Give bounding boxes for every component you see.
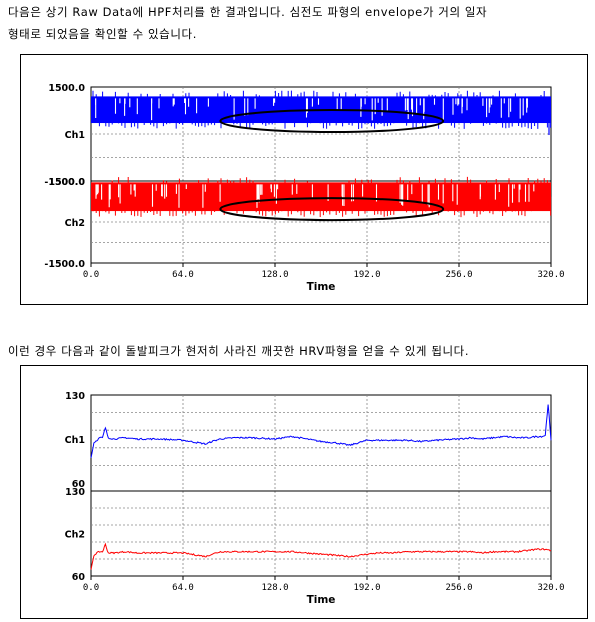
y-min-label: 60 [72, 479, 86, 490]
paragraph-1-line-1: 다음은 상기 Raw Data에 HPF처리를 한 결과입니다. 심전도 파형의… [8, 5, 488, 19]
x-tick-label: 192.0 [353, 583, 380, 593]
hpf-result-chart: 0.0 64.0 128.0 192.0 256.0 320.0Time1500.0-15… [44, 83, 564, 293]
x-tick-label: 256.0 [445, 583, 472, 593]
hrv-trace [90, 404, 552, 458]
signal-gaps [95, 98, 528, 121]
signal-spikes [92, 90, 552, 129]
channel-label: Ch1 [65, 130, 85, 141]
x-tick-label: 320.0 [537, 583, 564, 593]
plot-border [90, 86, 552, 264]
hrv-trace [90, 542, 552, 570]
x-tick-label: 0.0 [83, 583, 99, 593]
signal-envelope [91, 182, 551, 212]
x-axis-title: Time [307, 281, 336, 293]
paragraph-1-line-2: 형태로 되었음을 확인할 수 있습니다. [8, 27, 197, 41]
x-tick-label: 256.0 [445, 270, 472, 280]
y-max-label: 1500.0 [48, 83, 85, 94]
x-tick-label: 0.0 [83, 270, 99, 280]
x-tick-label: 64.0 [172, 270, 194, 280]
signal-gaps [95, 184, 535, 208]
y-min-label: -1500.0 [44, 177, 85, 188]
y-min-label: -1500.0 [44, 259, 85, 270]
x-tick-label: 128.0 [261, 583, 288, 593]
hpf-result-chart-frame: 0.0 64.0 128.0 192.0 256.0 320.0 Time 1500.0 -15… [20, 54, 588, 305]
y-max-label: 1500.0 [48, 177, 85, 188]
hrv-result-chart: 0.0 64.0 128.0 192.0 256.0 320.0Time13060Ch11… [65, 391, 565, 606]
highlight-ellipse [219, 197, 445, 222]
channel-label: Ch2 [65, 218, 85, 229]
channel-label: Ch1 [65, 435, 85, 446]
highlight-ellipse [219, 109, 445, 134]
y-max-label: 130 [65, 391, 85, 402]
paragraph-2: 이런 경우 다음과 같이 돌발피크가 현저히 사라진 깨끗한 HRV파형을 얻을… [8, 344, 470, 358]
plot-border [90, 394, 552, 577]
y-max-label: 130 [65, 487, 85, 498]
x-tick-label: 320.0 [537, 270, 564, 280]
y-min-label: 60 [72, 572, 86, 583]
x-axis-title: Time [307, 594, 336, 606]
x-tick-label: 64.0 [172, 583, 194, 593]
channel-label: Ch2 [65, 530, 85, 541]
x-tick-label: 192.0 [353, 270, 380, 280]
x-tick-label: 128.0 [261, 270, 288, 280]
hrv-result-chart-frame: 0.0 64.0 128.0 192.0 256.0 320.0 Time 130 60 Ch1 1… [20, 365, 588, 619]
